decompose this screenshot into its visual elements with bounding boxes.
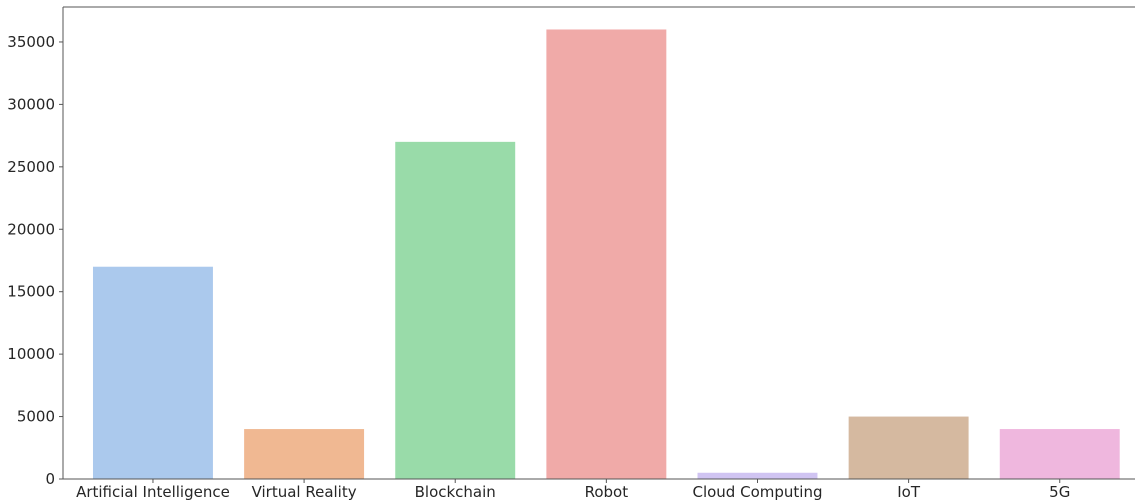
y-tick-label: 0 <box>45 470 55 488</box>
y-tick-label: 30000 <box>7 95 55 113</box>
bar-5g <box>999 429 1120 479</box>
y-tick-label: 15000 <box>7 283 55 301</box>
bar-cloud-computing <box>697 472 818 479</box>
x-tick-label: IoT <box>897 483 921 501</box>
y-tick-label: 25000 <box>7 158 55 176</box>
x-tick-label: Artificial Intelligence <box>76 483 230 501</box>
y-tick-label: 20000 <box>7 220 55 238</box>
y-tick-label: 10000 <box>7 345 55 363</box>
bar-robot <box>546 29 667 479</box>
bar-artificial-intelligence <box>92 266 213 479</box>
y-tick-label: 5000 <box>17 408 55 426</box>
bar-iot <box>848 416 969 479</box>
bar-blockchain <box>395 141 516 479</box>
x-tick-label: Blockchain <box>415 483 496 501</box>
y-axis-ticks: 0 5000 10000 15000 20000 25000 30000 35000 <box>7 33 63 488</box>
x-tick-label: Virtual Reality <box>252 483 357 501</box>
x-tick-label: 5G <box>1049 483 1070 501</box>
y-tick-label: 35000 <box>7 33 55 51</box>
bars-layer <box>92 29 1120 479</box>
x-tick-label: Robot <box>585 483 629 501</box>
x-axis-ticks: Artificial Intelligence Virtual Reality Bl… <box>76 479 1070 501</box>
x-tick-label: Cloud Computing <box>692 483 822 501</box>
bar-virtual-reality <box>244 429 365 479</box>
